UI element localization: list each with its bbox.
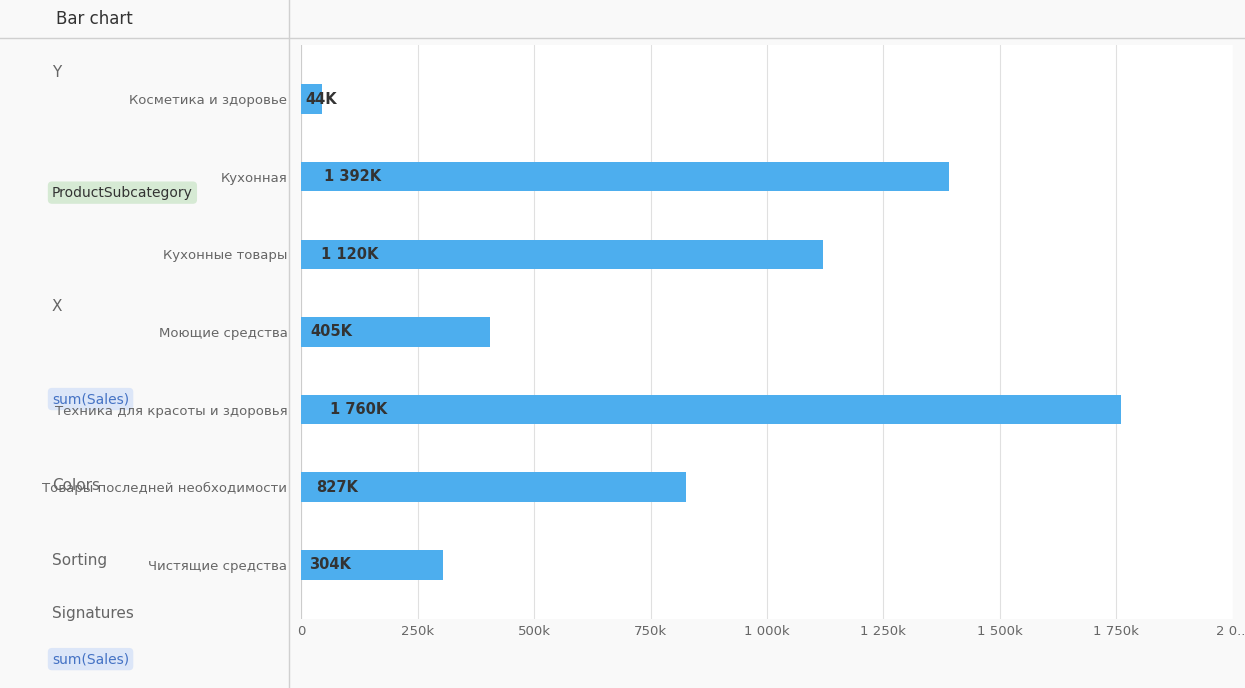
Text: 1 760K: 1 760K [330, 402, 387, 417]
Text: Colors: Colors [52, 477, 100, 493]
Text: ProductSubcategory: ProductSubcategory [52, 186, 193, 200]
Text: 44K: 44K [305, 92, 337, 107]
Bar [301, 239, 823, 269]
Bar [301, 395, 1120, 424]
Bar [301, 162, 950, 191]
Bar [301, 473, 686, 502]
Text: 304K: 304K [309, 557, 351, 572]
Bar [301, 317, 489, 347]
Text: 405K: 405K [311, 325, 352, 339]
Text: Sorting: Sorting [52, 553, 107, 568]
Text: Y: Y [52, 65, 61, 80]
Text: sum(Sales): sum(Sales) [52, 652, 129, 666]
Text: Signatures: Signatures [52, 606, 134, 621]
Text: X: X [52, 299, 62, 314]
Text: 1 392K: 1 392K [325, 169, 381, 184]
Text: sum(Sales): sum(Sales) [52, 392, 129, 406]
Bar [301, 85, 321, 114]
Text: 827K: 827K [316, 480, 359, 495]
Text: Bar chart: Bar chart [56, 10, 133, 28]
Text: 1 120K: 1 120K [321, 247, 378, 262]
Bar [301, 550, 443, 579]
